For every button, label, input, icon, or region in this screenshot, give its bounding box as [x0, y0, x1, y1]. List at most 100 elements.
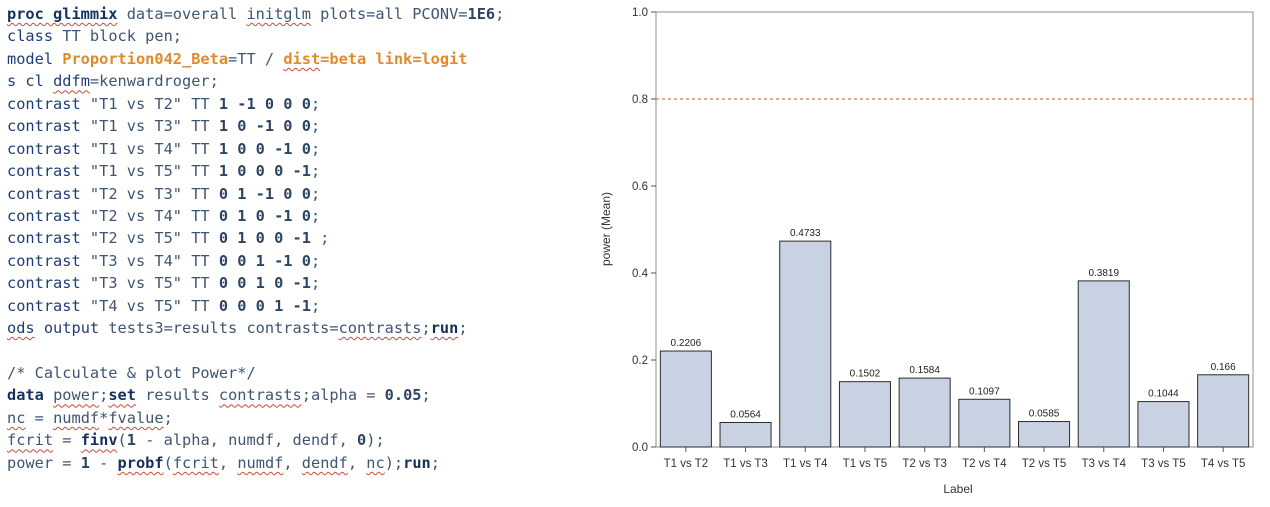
code-token: =	[25, 408, 54, 427]
code-token: ;	[421, 319, 431, 338]
code-token: ;	[99, 386, 109, 405]
code-token: "T1 vs T3" TT	[80, 117, 219, 136]
code-token: =beta link=logit	[320, 49, 468, 68]
code-token: ;	[310, 139, 321, 158]
code-token: );	[366, 431, 385, 450]
code-token: 0 0 1 0 -1	[218, 274, 311, 293]
code-line: contrast "T1 vs T2" TT 1 -1 0 0 0;	[7, 93, 567, 115]
code-token: 0 1 0 -1 0	[218, 206, 311, 225]
code-token: 0 0 0 1 -1	[218, 296, 311, 315]
y-axis-title: power (Mean)	[599, 192, 613, 266]
code-token	[44, 386, 53, 404]
code-token: set	[108, 386, 136, 405]
code-token: numdf	[237, 453, 284, 472]
code-token: contrast	[7, 251, 81, 270]
x-tick-label: T3 vs T5	[1141, 458, 1186, 470]
code-token: ;	[495, 5, 505, 23]
code-token: 0 0 1 -1 0	[218, 251, 311, 270]
code-token: fcrit	[7, 431, 54, 450]
code-token: contrast	[7, 139, 81, 158]
x-tick-label: T2 vs T5	[1022, 458, 1067, 470]
bar	[838, 381, 891, 448]
code-token: "T1 vs T2" TT	[80, 94, 219, 113]
code-token: ;	[310, 94, 321, 113]
code-token: );	[384, 453, 404, 472]
code-token: TT block pen;	[53, 27, 182, 46]
code-token: Proportion042_Beta	[62, 49, 229, 68]
code-token: contrast	[7, 162, 81, 181]
code-token: nc	[366, 453, 385, 472]
code-token: probf	[117, 453, 164, 472]
y-tick-label: 0.0	[632, 442, 648, 454]
code-token: (	[163, 453, 173, 472]
code-token: tests3=results contrasts=	[108, 319, 339, 338]
code-token: ;alpha =	[301, 386, 385, 405]
code-token: run	[403, 453, 431, 472]
code-token: 1 0 -1 0 0	[218, 117, 311, 136]
code-token: /* Calculate & plot Power*/	[7, 364, 256, 382]
code-token: data=overall	[117, 5, 247, 23]
bar	[1197, 374, 1250, 448]
code-token: contrast	[7, 274, 81, 293]
code-line: contrast "T1 vs T4" TT 1 0 0 -1 0;	[7, 138, 567, 160]
bar-data-label: 0.4733	[790, 228, 821, 239]
code-token: run	[430, 319, 459, 338]
code-token: ,	[283, 453, 302, 472]
code-line: contrast "T1 vs T3" TT 1 0 -1 0 0;	[7, 115, 567, 137]
code-token: "T3 vs T5" TT	[80, 274, 219, 293]
code-token: =kenwardroger;	[89, 72, 219, 91]
bar-data-label: 0.1502	[850, 369, 881, 380]
code-token: contrasts	[338, 319, 422, 338]
y-tick-label: 0.4	[632, 268, 649, 280]
code-line: s cl ddfm=kenwardroger;	[7, 70, 567, 92]
code-token: ods	[7, 319, 35, 338]
bar	[719, 421, 772, 448]
code-token: power	[53, 386, 100, 405]
bar	[1137, 401, 1190, 448]
code-token: "T2 vs T3" TT	[80, 184, 219, 203]
code-line: proc glimmix data=overall initglm plots=…	[7, 3, 567, 25]
code-token: ;	[310, 206, 321, 225]
code-token: 1 -1 0 0 0	[218, 94, 311, 113]
bar-data-label: 0.1584	[909, 365, 940, 376]
code-token: -	[89, 453, 118, 472]
y-tick-label: 1.0	[632, 7, 648, 19]
code-token: "T3 vs T4" TT	[80, 251, 219, 270]
code-token: "T1 vs T5" TT	[80, 162, 219, 181]
code-token: fvalue	[108, 408, 164, 427]
code-token: ;	[310, 296, 321, 315]
x-tick-label: T1 vs T4	[783, 458, 828, 470]
bar	[958, 398, 1011, 448]
code-token: ddfm	[53, 72, 90, 91]
y-tick-label: 0.8	[632, 94, 648, 106]
code-token: 1 0 0 -1 0	[218, 139, 311, 158]
code-token: contrast	[7, 117, 81, 136]
x-tick-label: T3 vs T4	[1081, 458, 1126, 470]
code-token: ;	[310, 251, 321, 270]
code-line: contrast "T1 vs T5" TT 1 0 0 0 -1;	[7, 160, 567, 182]
code-token: dendf	[301, 453, 348, 472]
x-tick-label: T1 vs T2	[664, 458, 709, 470]
plot-frame	[655, 11, 1254, 448]
code-token: model	[7, 49, 63, 68]
code-token: 1 0 0 0 -1	[218, 162, 311, 181]
x-tick-label: T1 vs T5	[843, 458, 888, 470]
code-token: 1	[80, 453, 90, 472]
bar	[1077, 280, 1130, 448]
code-line: nc = numdf*fvalue;	[7, 407, 567, 429]
code-token: power =	[7, 453, 81, 472]
code-token: 0 1 -1 0 0	[218, 184, 311, 203]
code-token: ;	[458, 319, 468, 338]
code-line: contrast "T2 vs T3" TT 0 1 -1 0 0;	[7, 183, 567, 205]
power-bar-chart: power (Mean) Label 0.0 0.2 0.4 0.6 0.8 1.0 0.2…	[599, 7, 1254, 496]
code-token: contrast	[7, 229, 81, 248]
code-token: initglm	[246, 5, 311, 23]
code-token: contrast	[7, 184, 81, 203]
code-token: "T4 vs T5" TT	[80, 296, 219, 315]
bar-data-label: 0.0585	[1029, 409, 1060, 420]
code-token: ;	[421, 386, 431, 405]
code-token: results	[135, 386, 219, 405]
code-line: model Proportion042_Beta=TT / dist=beta …	[7, 48, 567, 70]
code-line: ods output tests3=results contrasts=cont…	[7, 317, 567, 339]
code-token: ;	[310, 229, 330, 248]
